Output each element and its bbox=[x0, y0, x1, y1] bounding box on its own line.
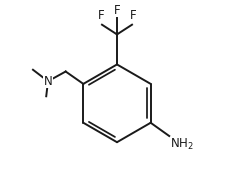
Text: N: N bbox=[44, 75, 52, 88]
Text: F: F bbox=[130, 9, 136, 22]
Text: F: F bbox=[114, 4, 120, 17]
Text: NH$_2$: NH$_2$ bbox=[170, 137, 194, 152]
Text: F: F bbox=[98, 9, 104, 22]
